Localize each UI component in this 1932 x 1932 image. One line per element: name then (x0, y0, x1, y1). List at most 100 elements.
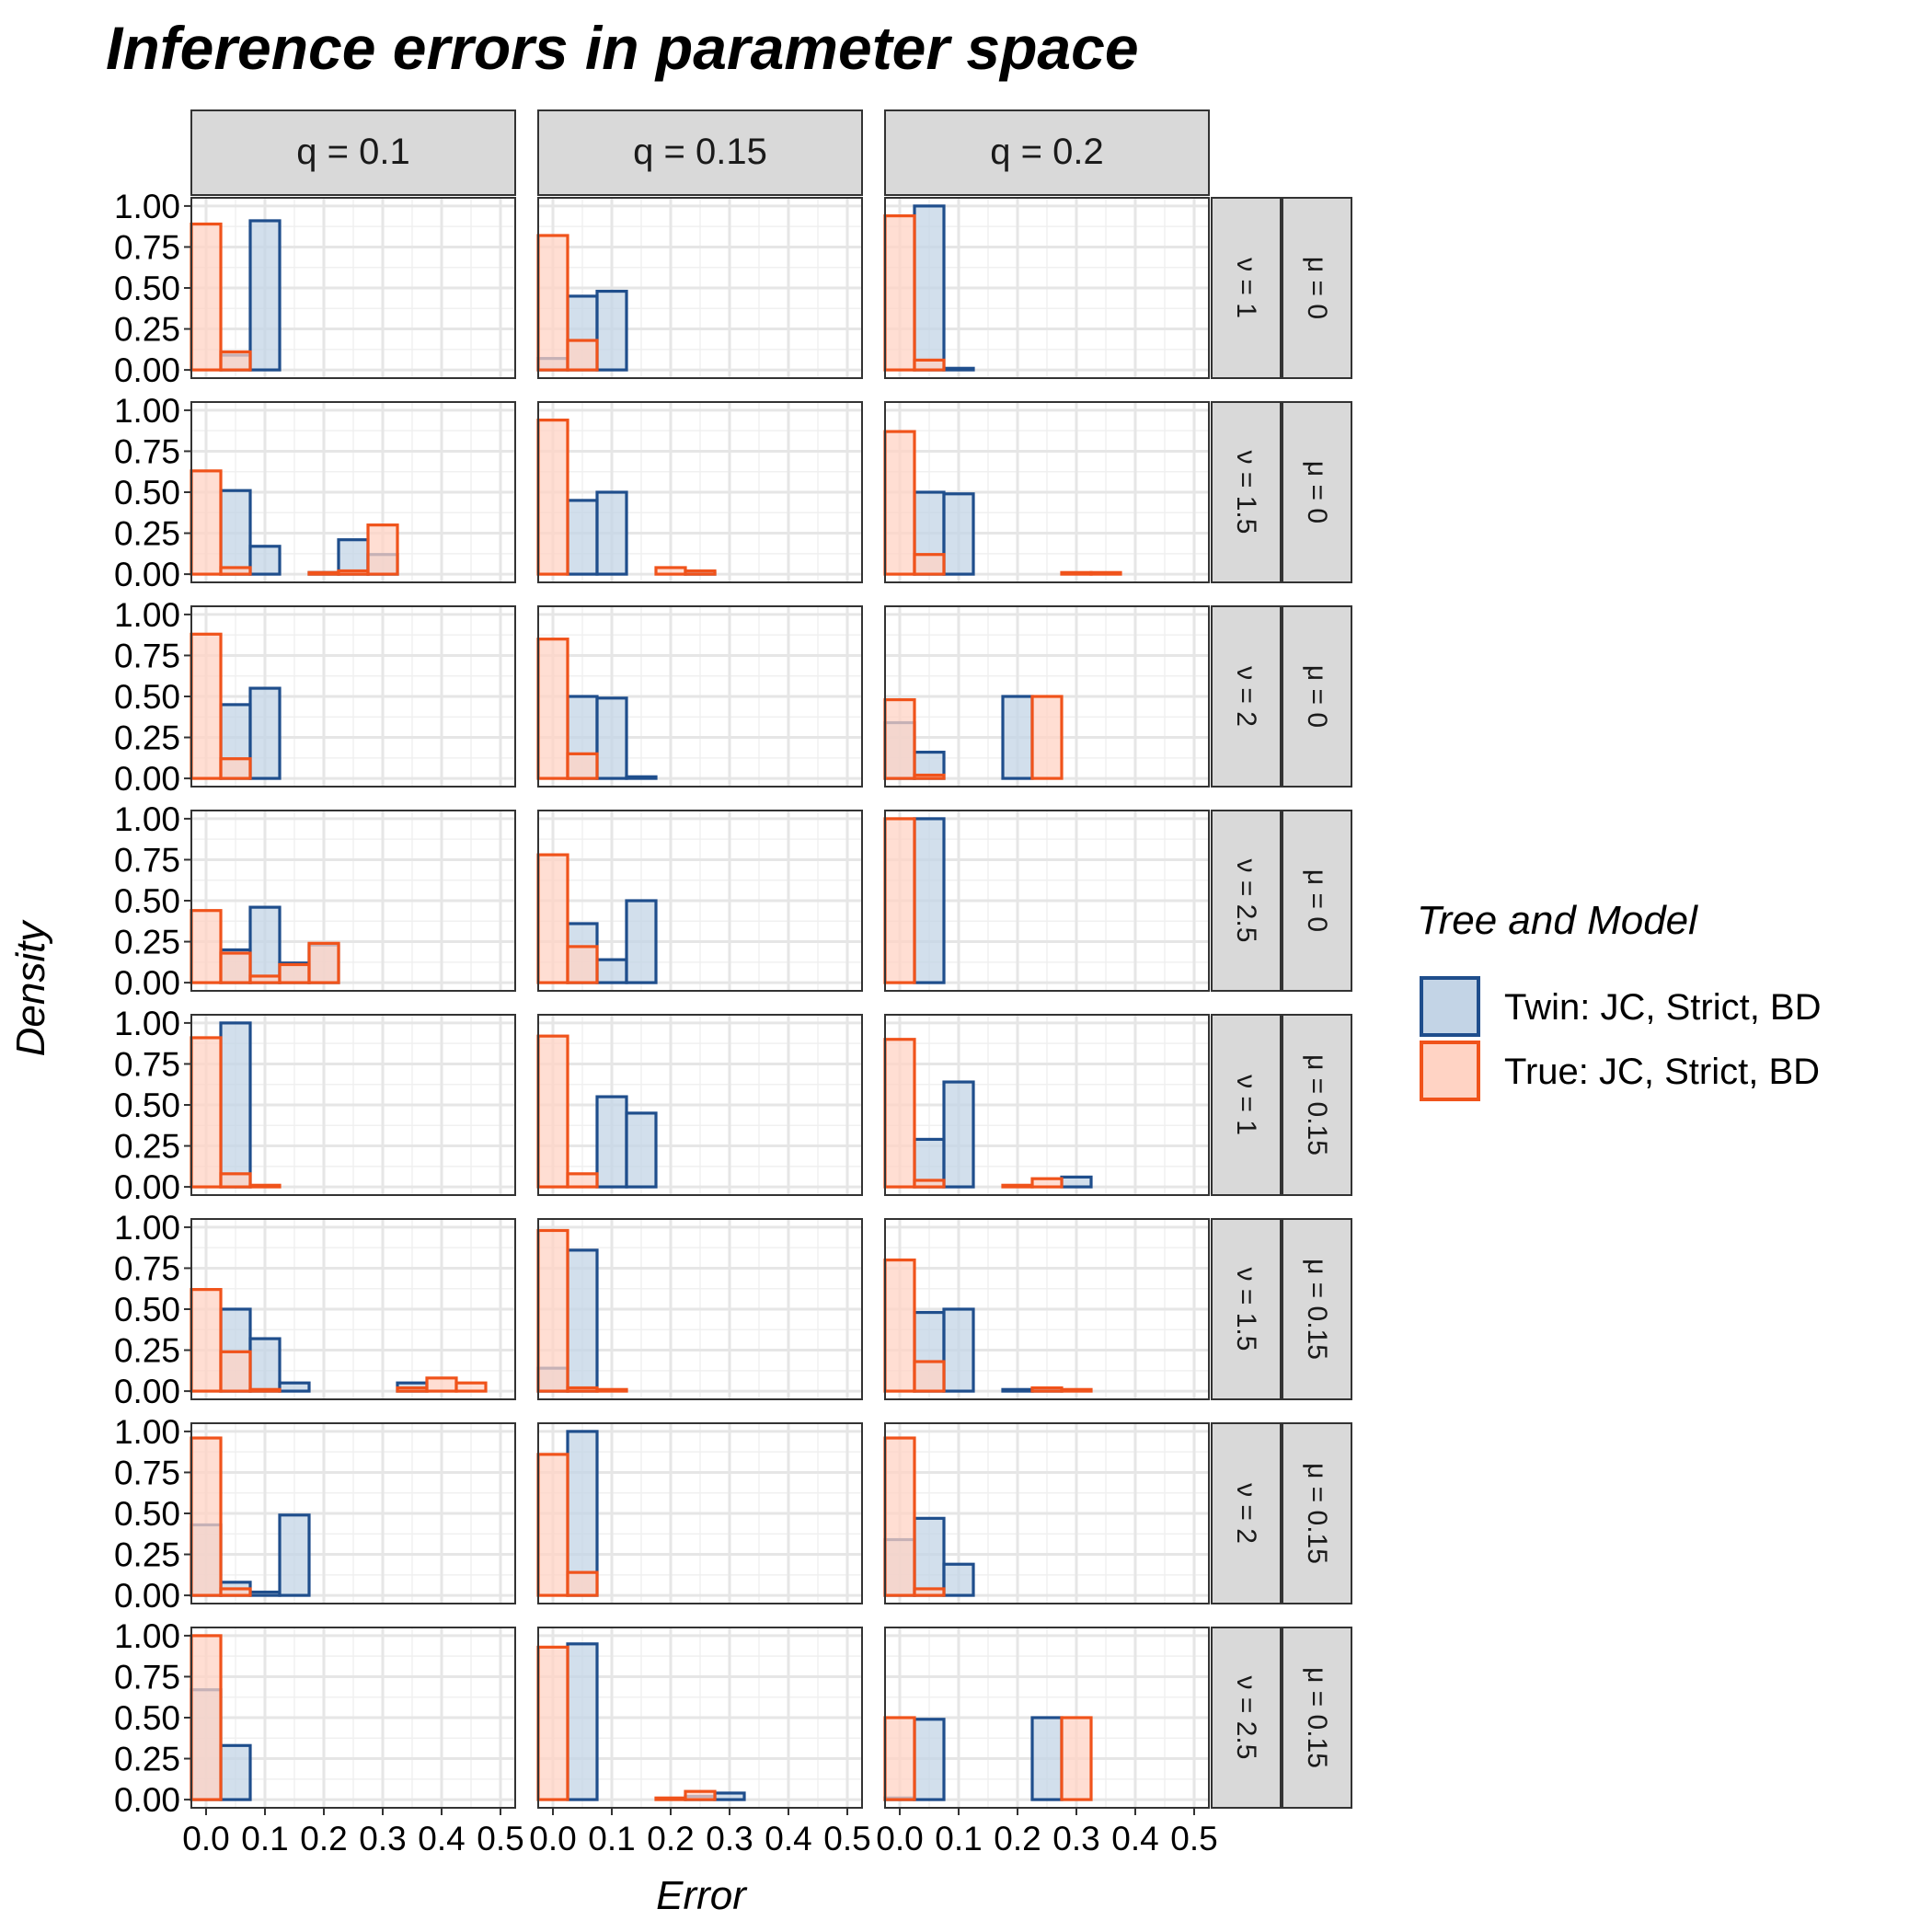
y-axis-r8: 0.000.25 0.500.751.00 (114, 1617, 191, 1819)
strip-q (884, 109, 1210, 196)
legend-label-twin: Twin: JC, Strict, BD (1504, 987, 1822, 1028)
panel-border (537, 197, 863, 379)
x-tick-label: 0.3 (1052, 1820, 1099, 1857)
y-tick-label: 1.00 (114, 800, 180, 838)
y-axis-r6: 0.000.25 0.50 0.751.00 (114, 1209, 191, 1410)
y-tick-label: 0.50 (114, 1087, 180, 1124)
true-bar (913, 1360, 946, 1393)
y-tick-label: 0.75 (114, 432, 180, 470)
true-bar (883, 430, 916, 576)
panel-r8-c2 (536, 1627, 863, 1809)
true-bar (536, 234, 569, 372)
true-bar (913, 1587, 946, 1597)
y-tick-label: 0.25 (114, 924, 180, 961)
true-bar (536, 853, 569, 984)
panel-r2-c3 (883, 401, 1210, 583)
strip-nu (1211, 401, 1282, 583)
y-tick-label: 0.50 (114, 1291, 180, 1328)
true-bar (654, 566, 687, 576)
x-tick-label: 0.5 (823, 1820, 870, 1857)
twin-bar (913, 1516, 946, 1597)
row-strip-r4: ν = 2.5 μ = 0 (1211, 810, 1352, 992)
true-bar (190, 1436, 223, 1597)
row-strip-r6: ν = 1.5 μ = 0.15 (1211, 1218, 1352, 1400)
panel-r1-c2 (536, 197, 863, 379)
y-tick-label: 0.75 (114, 228, 180, 266)
y-tick-label: 0.50 (114, 1699, 180, 1737)
panel-r8-c1 (190, 1627, 516, 1809)
twin-bar (248, 1590, 282, 1597)
true-bar (190, 222, 223, 372)
x-tick-label: 0.1 (935, 1820, 982, 1857)
row-strip-r2: ν = 1.5 μ = 0 (1211, 401, 1352, 583)
x-tick-label: 0.4 (1111, 1820, 1158, 1857)
x-tick-label: 0.2 (300, 1820, 347, 1857)
y-tick-label: 0.00 (114, 556, 180, 593)
y-tick-label: 0.25 (114, 719, 180, 757)
panel-r5-c3 (883, 1014, 1210, 1196)
y-tick-label: 0.50 (114, 270, 180, 307)
x-tick-label: 0.5 (1170, 1820, 1217, 1857)
panel-r8-c3 (883, 1627, 1210, 1809)
y-axis-r1: 0.000.25 0.50 0.751.00 (114, 188, 191, 389)
true-bar (684, 569, 717, 576)
panel-border (537, 401, 863, 583)
true-bar (883, 697, 916, 780)
y-tick-label: 0.00 (114, 1577, 180, 1615)
panel-border (884, 1422, 1210, 1604)
y-axis-r5: 0.000.25 0.50 0.751.00 (114, 1005, 191, 1206)
x-tick-label: 0.4 (418, 1820, 465, 1857)
y-tick-label: 1.00 (114, 1617, 180, 1655)
panel-r7-c3 (883, 1422, 1210, 1604)
true-bar (536, 1645, 569, 1801)
panel-r5-c1 (190, 1014, 516, 1196)
strip-nu (1211, 197, 1282, 379)
strip-mu (1282, 605, 1352, 788)
twin-bar (1030, 1716, 1064, 1801)
true-bar (595, 1387, 628, 1393)
y-axis-r4: 0.000.25 0.500.751.00 (114, 800, 191, 1002)
twin-bar (595, 289, 628, 372)
legend-title: Tree and Model (1417, 898, 1698, 943)
panel-r6-c1 (190, 1218, 516, 1400)
y-tick-label: 1.00 (114, 1209, 180, 1247)
true-bar (219, 1172, 252, 1189)
panel-border (884, 1218, 1210, 1400)
true-bar (190, 1634, 223, 1801)
true-bar (1030, 1386, 1064, 1393)
strip-label-mu: μ = 0.15 (1302, 1667, 1332, 1768)
strip-nu (1211, 605, 1282, 788)
panel-border (884, 605, 1210, 788)
panel-r3-c1 (190, 605, 516, 788)
strip-label-q: q = 0.1 (296, 132, 409, 172)
true-bar (190, 469, 223, 576)
x-tick-label: 0.0 (182, 1820, 229, 1857)
twin-bar (219, 1743, 252, 1801)
twin-bar (942, 1080, 975, 1189)
x-axis-c2: 0.0 0.1 0.2 0.3 0.4 0.5 (529, 1808, 871, 1857)
y-tick-label: 0.00 (114, 351, 180, 389)
panel-r2-c1 (190, 401, 516, 583)
true-bar (566, 752, 599, 780)
strip-label-nu: ν = 1 (1231, 1075, 1261, 1135)
strip-label-mu: μ = 0.15 (1302, 1054, 1332, 1156)
true-bar (913, 553, 946, 576)
true-bar (883, 1258, 916, 1393)
twin-bar (248, 1337, 282, 1393)
y-tick-label: 0.50 (114, 678, 180, 716)
twin-bar (595, 1095, 628, 1189)
panel-r4-c1 (190, 810, 516, 992)
strip-mu (1282, 1014, 1352, 1196)
strip-label-nu: ν = 1.5 (1231, 451, 1261, 535)
y-tick-label: 0.25 (114, 1128, 180, 1166)
y-tick-label: 0.75 (114, 1454, 180, 1491)
x-tick-label: 0.2 (647, 1820, 694, 1857)
legend-key-twin (1420, 976, 1480, 1037)
strip-mu (1282, 401, 1352, 583)
true-bar (566, 1172, 599, 1189)
true-bar (883, 817, 916, 984)
true-bar (248, 1183, 282, 1189)
y-tick-label: 0.00 (114, 760, 180, 798)
strip-label-mu: μ = 0 (1302, 461, 1332, 523)
strip-mu (1282, 1627, 1352, 1809)
